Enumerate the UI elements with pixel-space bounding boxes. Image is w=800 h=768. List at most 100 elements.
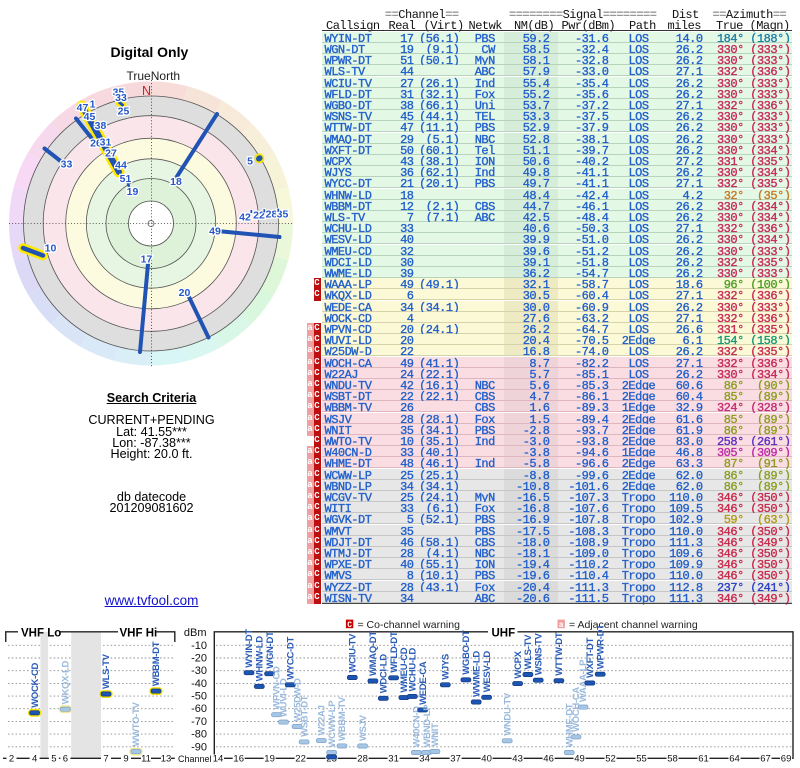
svg-text:C: C [347, 621, 352, 630]
svg-text:37: 37 [450, 754, 461, 765]
svg-text:W25DW-D: W25DW-D [292, 678, 303, 722]
svg-text:WJYS: WJYS [441, 654, 452, 680]
svg-text:13: 13 [161, 754, 172, 765]
svg-text:WBND-LP: WBND-LP [422, 704, 433, 748]
svg-text:WESV-LD: WESV-LD [482, 651, 493, 693]
svg-text:WXFT-DT: WXFT-DT [585, 637, 596, 678]
svg-text:WGBO-DT: WGBO-DT [461, 630, 472, 675]
svg-text:11: 11 [141, 754, 151, 765]
svg-text:6: 6 [63, 754, 68, 765]
svg-text:16: 16 [233, 754, 244, 765]
svg-text:38: 38 [95, 120, 107, 132]
svg-text:WOCK-CD: WOCK-CD [30, 662, 41, 707]
svg-text:-30: -30 [191, 665, 207, 677]
svg-text:WYIN-DT: WYIN-DT [244, 629, 255, 668]
svg-text:-50: -50 [191, 691, 207, 703]
svg-text:WTTW-DT: WTTW-DT [554, 632, 565, 676]
svg-text:WLS-TV: WLS-TV [101, 653, 112, 689]
svg-text:25: 25 [118, 106, 130, 118]
svg-text:58: 58 [667, 754, 678, 765]
svg-text:28: 28 [266, 209, 278, 221]
svg-text:31: 31 [100, 137, 112, 149]
svg-text:WCPX: WCPX [513, 650, 524, 678]
svg-text:UHF: UHF [492, 628, 516, 640]
svg-text:W22AJ: W22AJ [317, 705, 328, 735]
svg-text:WOCH-CA: WOCH-CA [571, 687, 582, 732]
svg-text:WUVI-LD: WUVI-LD [279, 678, 290, 717]
svg-text:19: 19 [264, 754, 275, 765]
svg-text:55: 55 [636, 754, 647, 765]
svg-text:WWME-LD: WWME-LD [471, 651, 482, 697]
svg-text:34: 34 [419, 754, 430, 765]
svg-text:WMEU-CD: WMEU-CD [399, 647, 410, 692]
svg-text:WCHU-LD: WCHU-LD [408, 648, 419, 692]
svg-text:WLS-TV: WLS-TV [523, 634, 534, 670]
svg-text:-80: -80 [191, 729, 207, 741]
svg-text:5: 5 [247, 156, 253, 168]
svg-text:WPVN-CD: WPVN-CD [272, 666, 283, 710]
svg-text:22: 22 [295, 754, 306, 765]
svg-text:26: 26 [90, 138, 102, 150]
svg-text:-60: -60 [191, 703, 207, 715]
svg-text:WHNW-LD: WHNW-LD [255, 636, 266, 682]
svg-text:= Co-channel warning: = Co-channel warning [358, 619, 461, 631]
svg-text:WNIT: WNIT [430, 723, 441, 747]
svg-text:2: 2 [9, 754, 14, 765]
svg-text:35: 35 [113, 87, 125, 99]
svg-text:10: 10 [45, 243, 57, 255]
svg-text:WPWR-DT: WPWR-DT [595, 624, 606, 669]
svg-text:19: 19 [127, 186, 139, 198]
svg-text:= Adjacent channel warning: = Adjacent channel warning [569, 619, 698, 631]
svg-text:WSJV: WSJV [358, 714, 369, 741]
svg-text:W40CN-D: W40CN-D [412, 706, 423, 748]
svg-text:14: 14 [213, 754, 224, 765]
svg-text:49: 49 [209, 226, 221, 238]
svg-text:46: 46 [543, 754, 554, 765]
svg-text:49: 49 [574, 754, 585, 765]
svg-text:WSBT-DT: WSBT-DT [299, 695, 310, 737]
svg-text:44: 44 [115, 160, 127, 172]
svg-text:WKQX-LD: WKQX-LD [61, 660, 72, 704]
svg-text:VHF Lo: VHF Lo [21, 628, 61, 640]
svg-text:VHF Hi: VHF Hi [120, 628, 158, 640]
svg-text:-20: -20 [191, 653, 207, 665]
svg-text:a: a [559, 621, 564, 630]
svg-text:7: 7 [103, 754, 108, 765]
svg-text:33: 33 [61, 159, 73, 171]
svg-text:27: 27 [105, 148, 117, 160]
svg-text:31: 31 [388, 754, 399, 765]
svg-text:64: 64 [729, 754, 740, 765]
svg-text:WBBM-DT: WBBM-DT [151, 641, 162, 686]
svg-text:WDCI-LD: WDCI-LD [379, 654, 390, 693]
svg-text:4: 4 [32, 754, 37, 765]
svg-text:42: 42 [239, 212, 251, 224]
svg-text:WWTO-TV: WWTO-TV [131, 701, 142, 746]
svg-text:WNDU-TV: WNDU-TV [502, 692, 513, 736]
svg-text:WAAA-LP: WAAA-LP [578, 659, 589, 702]
svg-text:-10: -10 [191, 640, 207, 652]
svg-text:17: 17 [141, 254, 153, 266]
svg-text:9: 9 [123, 754, 128, 765]
svg-text:51: 51 [120, 173, 132, 185]
svg-text:69: 69 [781, 754, 792, 765]
svg-text:WYCC-DT: WYCC-DT [286, 637, 297, 680]
svg-text:47: 47 [77, 102, 89, 114]
svg-text:WGN-DT: WGN-DT [265, 631, 276, 669]
svg-text:WSNS-TV: WSNS-TV [533, 633, 544, 676]
svg-text:WBBM-TV: WBBM-TV [337, 696, 348, 741]
svg-text:WEDE-CA: WEDE-CA [418, 661, 429, 705]
svg-text:40: 40 [481, 754, 492, 765]
svg-text:45: 45 [84, 111, 96, 123]
svg-text:WFLD-DT: WFLD-DT [389, 631, 400, 673]
svg-text:1: 1 [90, 99, 96, 111]
svg-text:28: 28 [357, 754, 368, 765]
svg-text:33: 33 [115, 92, 127, 104]
svg-text:Channel: Channel [178, 754, 212, 764]
svg-text:67: 67 [760, 754, 771, 765]
svg-text:20: 20 [179, 287, 191, 299]
svg-text:18: 18 [170, 176, 182, 188]
svg-text:WMAQ-DT: WMAQ-DT [368, 631, 379, 676]
svg-text:WCIU-TV: WCIU-TV [348, 633, 359, 672]
svg-text:61: 61 [698, 754, 709, 765]
svg-text:WHME-DT: WHME-DT [564, 703, 575, 747]
